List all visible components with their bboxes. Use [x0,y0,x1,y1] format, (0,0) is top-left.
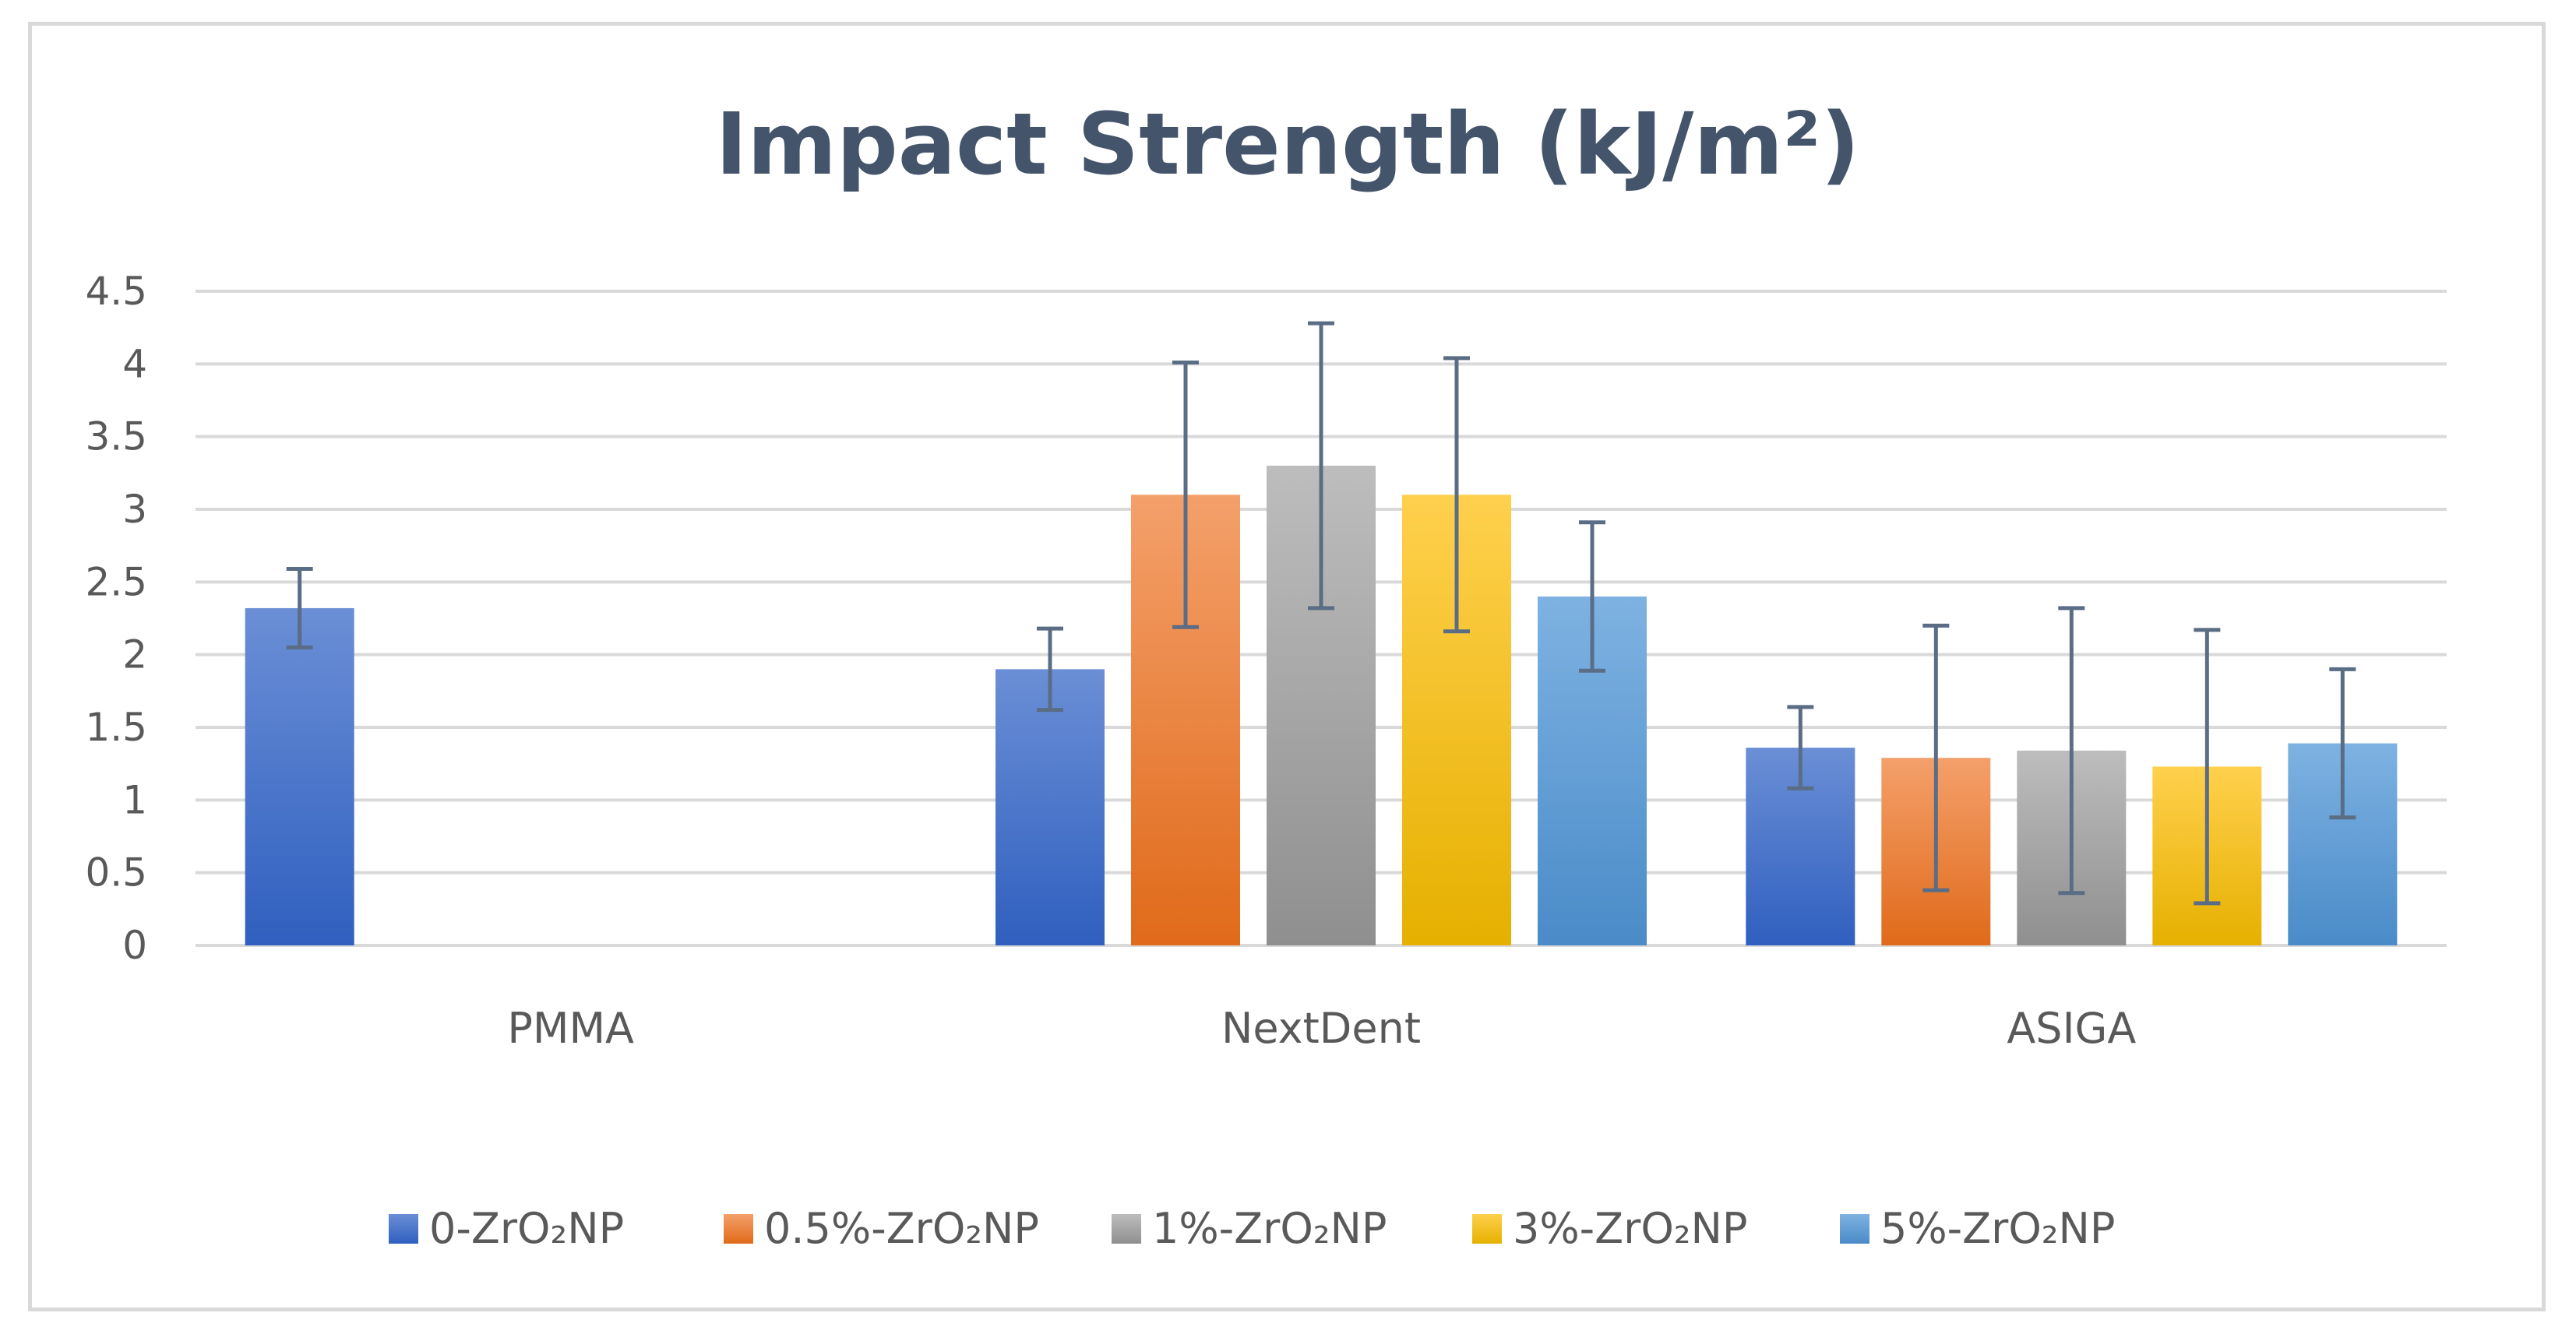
legend-swatch [724,1214,753,1244]
y-tick-label: 0.5 [85,850,147,896]
error-bar [1308,321,1334,611]
legend-label: 3%-ZrO₂NP [1513,1204,1747,1253]
error-bar [2329,667,2356,820]
legend-item: 1%-ZrO₂NP [1112,1204,1387,1253]
legend-item: 5%-ZrO₂NP [1840,1204,2115,1253]
chart-title: Impact Strength (kJ/m²) [715,94,1859,194]
y-tick-label: 3 [122,487,147,532]
chart-frame: Impact Strength (kJ/m²) 0 0.5 1 1.5 2 2.5 3 3.5… [28,22,2546,1311]
chart-svg: Impact Strength (kJ/m²) 0 0.5 1 1.5 2 2.5 3 3.5… [85,94,2447,1253]
legend-item: 0-ZrO₂NP [389,1204,624,1253]
legend-swatch [1112,1214,1141,1244]
error-bar [2058,606,2085,896]
bar-nextdent-0 [996,669,1105,945]
error-bar [1443,356,1470,634]
error-bar [1922,623,1950,892]
error-bars [286,321,2356,906]
legend-swatch [1472,1214,1502,1244]
error-bar [286,567,313,649]
category-label-pmma: PMMA [507,1004,634,1053]
legend-swatch [389,1214,418,1244]
legend-item: 0.5%-ZrO₂NP [724,1204,1039,1253]
y-tick-label: 3.5 [85,414,147,459]
y-tick-label: 1 [122,777,147,822]
error-bar [1037,626,1063,713]
category-label-asiga: ASIGA [2007,1004,2136,1053]
legend-item: 3%-ZrO₂NP [1472,1204,1747,1253]
error-bar [1787,705,1814,790]
x-axis-categories: PMMA NextDent ASIGA [507,1004,2136,1053]
error-bar [1172,360,1199,629]
bar-pmma-0 [245,607,354,945]
legend-swatch [1840,1214,1869,1244]
y-tick-label: 0 [122,923,147,968]
y-tick-label: 1.5 [85,705,147,750]
y-tick-label: 2 [122,632,147,678]
legend: 0-ZrO₂NP 0.5%-ZrO₂NP 1%-ZrO₂NP 3%-ZrO₂NP 5%-… [389,1204,2115,1253]
category-label-nextdent: NextDent [1221,1004,1421,1053]
y-tick-label: 4.5 [85,269,147,314]
y-tick-label: 2.5 [85,559,147,604]
y-axis-ticks: 0 0.5 1 1.5 2 2.5 3 3.5 4 4.5 [85,269,147,968]
legend-label: 0-ZrO₂NP [429,1204,624,1253]
bars [245,466,2398,945]
legend-label: 0.5%-ZrO₂NP [764,1204,1039,1253]
error-bar [1579,520,1605,673]
y-tick-label: 4 [122,341,147,386]
legend-label: 1%-ZrO₂NP [1152,1204,1387,1253]
error-bar [2194,628,2221,906]
legend-label: 5%-ZrO₂NP [1880,1204,2115,1253]
